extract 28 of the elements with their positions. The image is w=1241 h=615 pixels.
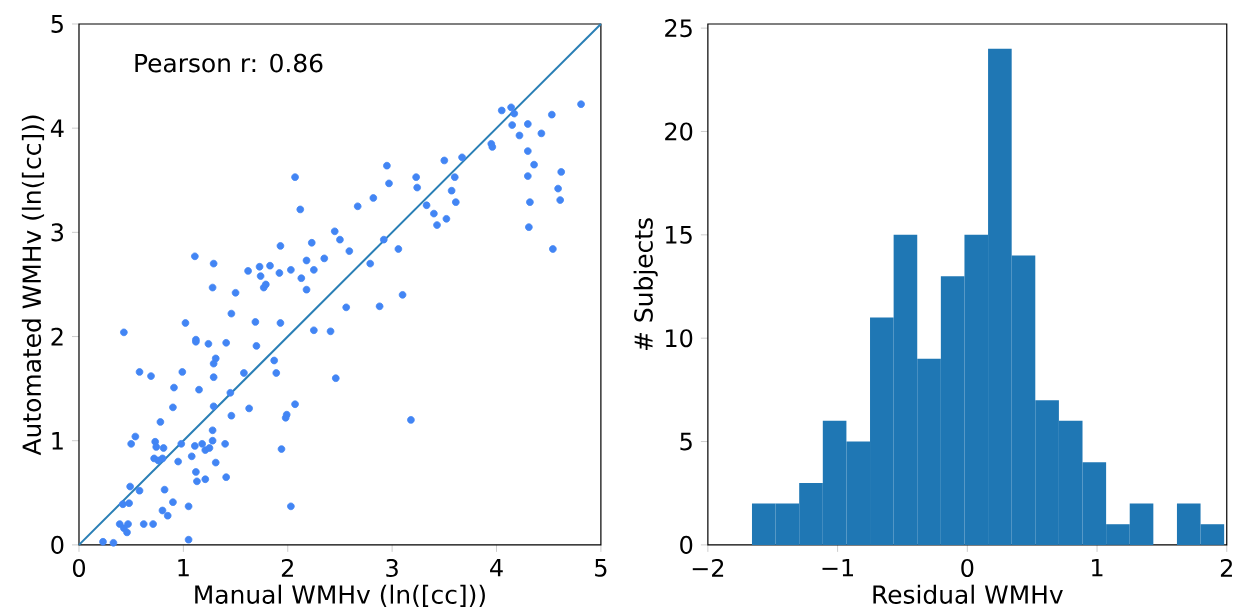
- x-tick-label: 5: [595, 558, 607, 577]
- y-tick-label: 0: [680, 535, 693, 554]
- x-tick-label: −1: [822, 558, 853, 577]
- y-tick-label: 2: [51, 327, 63, 346]
- y-axis-title: # Subjects: [633, 218, 658, 351]
- x-tick-label: 1: [178, 558, 189, 577]
- x-axis-title: Manual WMHv (ln([cc])): [195, 584, 485, 607]
- y-tick-label: 25: [665, 19, 692, 38]
- y-tick-label: 0: [51, 535, 64, 554]
- x-tick-label: −2: [692, 558, 724, 577]
- y-tick-label: 4: [50, 119, 64, 137]
- annotation: Pearson r: 0.86: [135, 53, 323, 73]
- x-axis-title: Residual WMHv: [873, 584, 1063, 605]
- x-tick-label: 2: [281, 558, 293, 577]
- x-tick-label: 0: [961, 558, 974, 578]
- y-tick-label: 5: [51, 15, 63, 33]
- x-tick-label: 0: [72, 558, 86, 578]
- y-tick-label: 10: [666, 329, 693, 348]
- y-tick-label: 5: [680, 432, 692, 451]
- x-tick-label: 3: [386, 558, 398, 578]
- x-tick-label: 4: [490, 558, 503, 577]
- y-tick-label: 20: [665, 122, 693, 141]
- y-tick-label: 1: [52, 432, 63, 450]
- y-tick-label: 15: [666, 226, 692, 244]
- x-tick-label: 1: [1092, 558, 1103, 577]
- x-tick-label: 2: [1220, 558, 1232, 577]
- y-axis-title: Automated WMHv (ln([cc])): [21, 115, 45, 456]
- y-tick-label: 3: [51, 223, 64, 242]
